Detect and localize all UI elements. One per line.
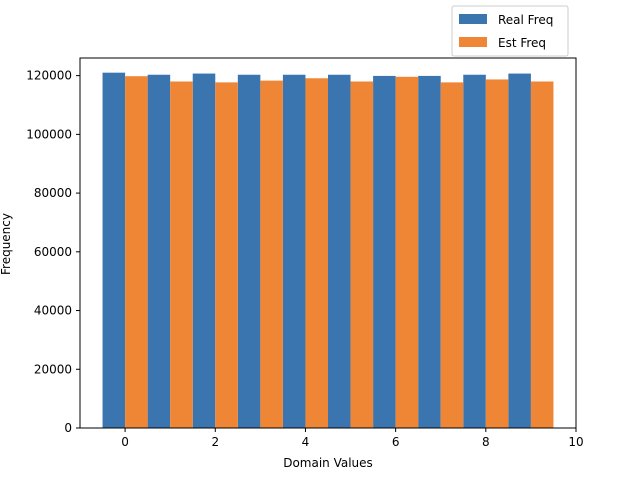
bar-est-2: [215, 82, 238, 428]
bar-real-0: [102, 72, 126, 428]
bar-real-9: [508, 73, 531, 429]
bar-est-9: [530, 81, 554, 428]
bar-real-2: [192, 73, 216, 429]
bar-real-5: [328, 74, 351, 428]
legend-label-real-freq: Real Freq: [498, 13, 553, 27]
x-tick-label: 4: [302, 435, 310, 449]
plot-frame: [79, 57, 577, 429]
y-tick-label: 40000: [34, 304, 72, 318]
x-tick-label: 8: [482, 435, 490, 449]
bar-real-7: [418, 75, 441, 429]
y-tick-label: 100000: [26, 127, 72, 141]
x-tick-label: 6: [392, 435, 400, 449]
x-tick-label: 0: [121, 435, 129, 449]
y-tick-label: 120000: [26, 69, 72, 83]
bar-real-1: [147, 74, 171, 428]
bar-real-8: [463, 74, 486, 428]
bar-real-4: [282, 74, 306, 428]
bar-real-6: [373, 75, 396, 429]
axes-layer: [79, 57, 577, 429]
x-axis-label: Domain Values: [283, 456, 373, 470]
legend: Real Freq Est Freq: [451, 5, 569, 57]
bar-est-6: [395, 76, 419, 429]
x-tick-label: 10: [568, 435, 583, 449]
legend-swatch-est-freq: [459, 37, 487, 47]
bar-est-0: [125, 76, 148, 428]
bar-est-5: [350, 81, 374, 428]
bar-est-4: [305, 78, 328, 428]
bar-est-3: [260, 80, 283, 428]
bar-est-8: [485, 79, 509, 428]
ticks-layer: 0 2 4 6 8 10 0 20000 40000 60000 80000 100000 120000: [26, 69, 583, 449]
bar-real-3: [237, 74, 261, 428]
legend-label-est-freq: Est Freq: [498, 36, 546, 50]
y-tick-label: 0: [64, 421, 72, 435]
bars-layer: [102, 72, 554, 429]
y-tick-label: 20000: [34, 362, 72, 376]
bar-est-7: [440, 82, 464, 428]
bar-est-1: [170, 81, 193, 428]
y-tick-label: 80000: [34, 186, 72, 200]
y-axis-label: Frequency: [0, 213, 13, 275]
legend-swatch-real-freq: [459, 14, 487, 24]
x-tick-label: 2: [211, 435, 219, 449]
y-tick-label: 60000: [34, 245, 72, 259]
